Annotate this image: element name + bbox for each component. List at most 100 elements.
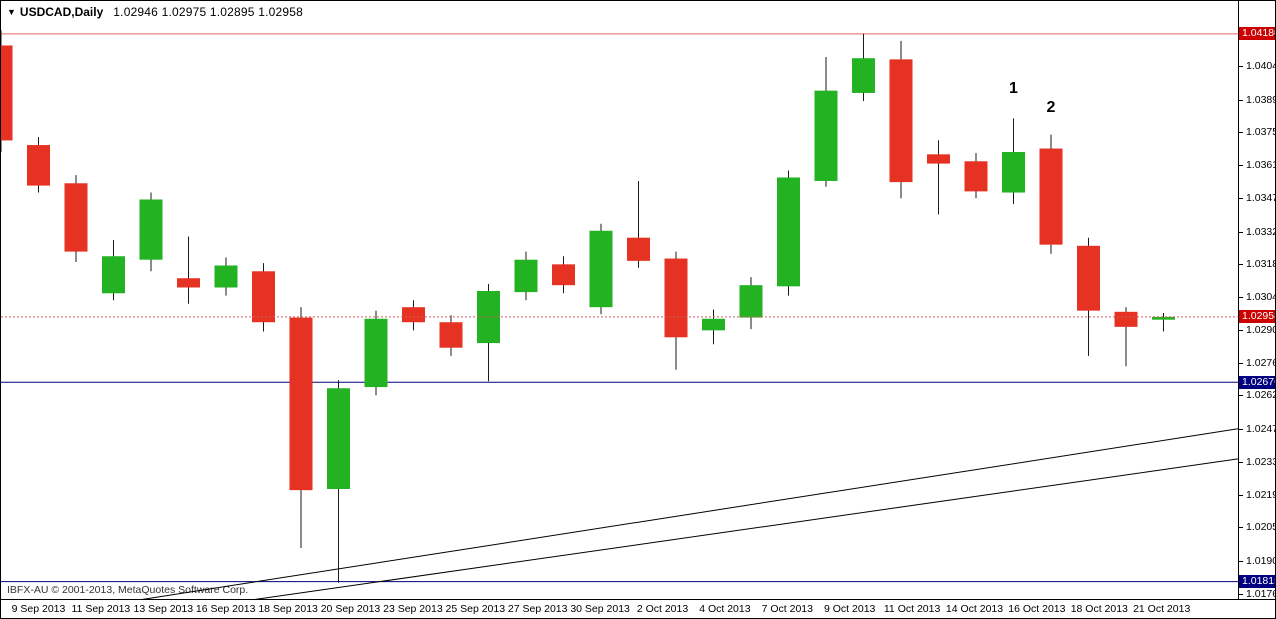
candle-body[interactable]: [927, 154, 950, 164]
chart-shift-icon: ▼: [7, 7, 16, 17]
candle-body[interactable]: [64, 183, 88, 252]
chart-annotation[interactable]: 1: [1009, 80, 1018, 97]
candle-body[interactable]: [289, 317, 313, 491]
price-tick-mark: [1239, 164, 1243, 166]
price-tick-label: 1.04040: [1246, 60, 1275, 73]
price-tick-mark: [1239, 264, 1243, 266]
time-axis[interactable]: 9 Sep 2013 11 Sep 2013 13 Sep 2013 16 Sep 2…: [1, 599, 1275, 618]
trendline[interactable]: [56, 428, 1238, 599]
price-tick-label: 1.03895: [1246, 93, 1275, 106]
candle-body[interactable]: [739, 285, 763, 318]
candle-body[interactable]: [477, 290, 500, 344]
price-tick-label: 1.02475: [1246, 422, 1275, 435]
time-tick-label: 16 Oct 2013: [1008, 603, 1066, 615]
candle-body[interactable]: [27, 145, 50, 186]
time-tick-label: 25 Sep 2013: [445, 603, 506, 615]
candle-body[interactable]: [177, 278, 200, 288]
price-tick-mark: [1239, 66, 1243, 68]
candle-body[interactable]: [552, 264, 575, 286]
candle-body[interactable]: [327, 388, 350, 489]
chart-annotation[interactable]: 2: [1047, 99, 1056, 116]
price-tick-mark: [1239, 362, 1243, 364]
price-tick-mark: [1239, 594, 1243, 596]
price-tick-mark: [1239, 527, 1243, 529]
candle-body[interactable]: [102, 256, 125, 294]
time-tick-label: 27 Sep 2013: [507, 603, 568, 615]
time-tick-label: 9 Sep 2013: [11, 603, 66, 615]
price-tick-mark: [1239, 231, 1243, 233]
time-tick-label: 2 Oct 2013: [636, 603, 689, 615]
time-tick-label: 4 Oct 2013: [699, 603, 751, 615]
price-tick-mark: [1239, 428, 1243, 430]
price-level-badge: 1.04180: [1239, 27, 1275, 41]
time-tick-label: 9 Oct 2013: [824, 603, 876, 615]
copyright-text: IBFX-AU © 2001-2013, MetaQuotes Software…: [7, 584, 249, 596]
time-tick-label: 7 Oct 2013: [761, 603, 813, 615]
time-tick-label: 18 Sep 2013: [258, 603, 318, 615]
candle-body[interactable]: [964, 161, 988, 192]
candle-body[interactable]: [777, 177, 800, 287]
trendline[interactable]: [161, 458, 1238, 599]
time-tick-label: 13 Sep 2013: [133, 603, 194, 615]
price-tick-label: 1.03615: [1246, 158, 1275, 171]
price-tick-label: 1.03470: [1246, 192, 1275, 205]
chart-header: ▼ USDCAD,Daily 1.02946 1.02975 1.02895 1.0…: [7, 5, 303, 19]
price-tick-label: 1.03755: [1246, 126, 1275, 139]
candle-body[interactable]: [139, 199, 163, 260]
price-tick-label: 1.02330: [1246, 456, 1275, 469]
candle-body[interactable]: [1152, 316, 1175, 320]
price-tick-mark: [1239, 198, 1243, 200]
time-tick-label: 14 Oct 2013: [945, 603, 1004, 615]
price-tick-mark: [1239, 99, 1243, 101]
symbol-timeframe-label: USDCAD,Daily: [19, 5, 104, 19]
candle-body[interactable]: [1039, 148, 1063, 245]
candle-body[interactable]: [252, 271, 275, 323]
ohlc-readout: 1.02946 1.02975 1.02895 1.02958: [113, 5, 303, 19]
price-level-badge: 1.01815: [1239, 575, 1275, 589]
price-tick-mark: [1239, 494, 1243, 496]
price-tick-mark: [1239, 330, 1243, 332]
time-tick-label: 20 Sep 2013: [320, 603, 381, 615]
price-tick-label: 1.02760: [1246, 356, 1275, 369]
candle-body[interactable]: [589, 230, 613, 308]
price-tick-mark: [1239, 395, 1243, 397]
candle-body[interactable]: [1002, 152, 1025, 193]
price-tick-label: 1.02050: [1246, 521, 1275, 534]
price-tick-mark: [1239, 560, 1243, 562]
time-tick-label: 23 Sep 2013: [383, 603, 443, 615]
price-tick-mark: [1239, 296, 1243, 298]
price-tick-mark: [1239, 462, 1243, 464]
price-tick-label: 1.02620: [1246, 389, 1275, 402]
price-level-badge: 1.02676: [1239, 375, 1275, 389]
candle-body[interactable]: [702, 318, 725, 331]
price-level-badge: 1.02958: [1239, 310, 1275, 324]
candle-body[interactable]: [664, 258, 688, 338]
candle-body[interactable]: [627, 237, 650, 261]
price-tick-label: 1.01905: [1246, 554, 1275, 567]
price-tick-label: 1.02900: [1246, 324, 1275, 337]
candle-body[interactable]: [514, 259, 538, 293]
price-tick-label: 1.03325: [1246, 225, 1275, 238]
candle-body[interactable]: [402, 307, 425, 323]
time-tick-label: 21 Oct 2013: [1133, 603, 1191, 615]
candle-body[interactable]: [1, 45, 13, 141]
time-tick-label: 11 Sep 2013: [71, 603, 131, 615]
price-tick-label: 1.01760: [1246, 588, 1275, 601]
candle-body[interactable]: [364, 318, 388, 388]
time-tick-label: 11 Oct 2013: [883, 603, 941, 615]
candle-body[interactable]: [814, 90, 838, 181]
price-axis[interactable]: 1.04040 1.03895 1.03755 1.03615 1.03470 1.033…: [1238, 1, 1275, 601]
candle-body[interactable]: [852, 58, 875, 93]
candle-body[interactable]: [1114, 311, 1138, 327]
time-tick-label: 30 Sep 2013: [570, 603, 630, 615]
candle-body[interactable]: [1077, 245, 1100, 311]
time-tick-label: 16 Sep 2013: [195, 603, 256, 615]
time-tick-label: 18 Oct 2013: [1070, 603, 1128, 615]
price-tick-label: 1.03045: [1246, 290, 1275, 303]
candle-body[interactable]: [439, 322, 463, 348]
price-tick-label: 1.02190: [1246, 488, 1275, 501]
chart-canvas[interactable]: 12: [1, 1, 1238, 599]
candle-body[interactable]: [214, 265, 238, 288]
candle-body[interactable]: [889, 59, 913, 183]
